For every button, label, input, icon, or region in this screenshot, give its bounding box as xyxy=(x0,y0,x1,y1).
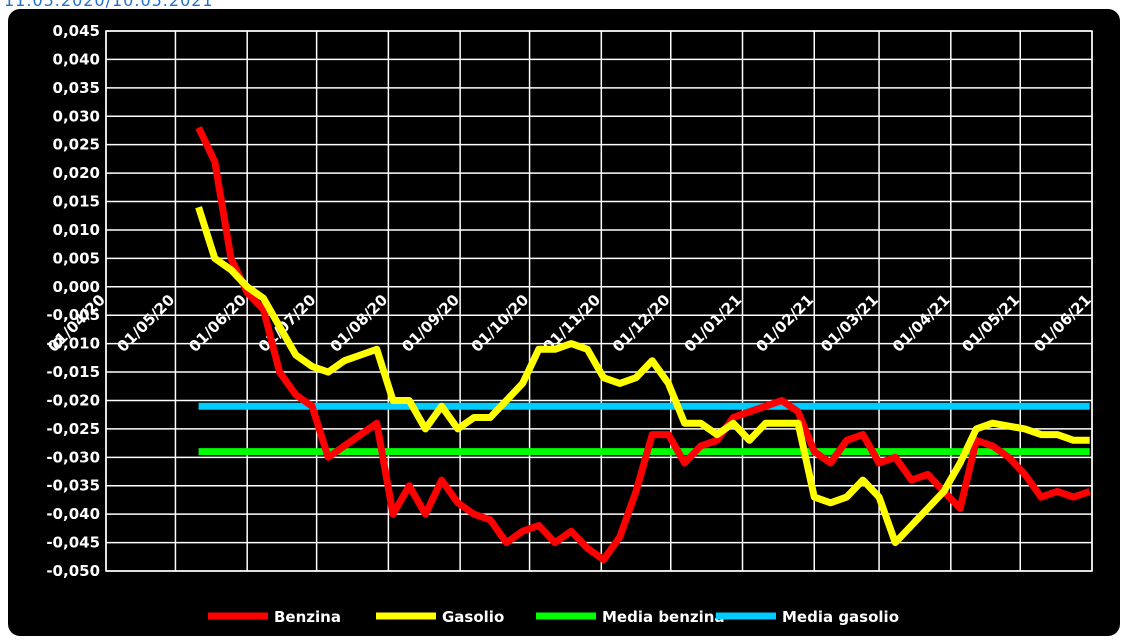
series-lines xyxy=(195,126,1091,564)
x-tick-label: 01/05/21 xyxy=(958,291,1023,356)
y-tick-label: 0,045 xyxy=(53,22,100,40)
y-tick-label: -0,050 xyxy=(46,562,100,580)
y-tick-label: 0,025 xyxy=(53,136,100,154)
x-tick-label: 01/08/20 xyxy=(326,291,391,356)
x-tick-label: 01/09/20 xyxy=(398,291,463,356)
y-tick-label: 0,030 xyxy=(53,107,100,125)
y-tick-label: 0,010 xyxy=(53,221,100,239)
y-tick-label: -0,010 xyxy=(46,335,100,353)
x-tick-label: 01/04/21 xyxy=(889,291,954,356)
y-tick-label: 0,005 xyxy=(53,249,100,267)
x-tick-label: 01/12/20 xyxy=(609,291,674,356)
y-tick-label: -0,045 xyxy=(46,534,100,552)
x-tick-label: 01/01/21 xyxy=(681,291,746,356)
y-tick-label: -0,015 xyxy=(46,363,100,381)
series-line-benzina xyxy=(195,126,1091,564)
chart-frame: 0,045 0,040 0,035 0,030 0,025 0,020 0,015 0,010… xyxy=(8,9,1120,636)
y-tick-label: -0,030 xyxy=(46,448,100,466)
y-axis-ticks: 0,045 0,040 0,035 0,030 0,025 0,020 0,015 0,010… xyxy=(46,22,100,580)
x-tick-label: 01/02/21 xyxy=(752,291,817,356)
y-tick-label: 0,000 xyxy=(53,278,100,296)
legend-label: Benzina xyxy=(274,608,341,626)
y-tick-label: 0,015 xyxy=(53,193,100,211)
y-tick-label: -0,040 xyxy=(46,505,100,523)
legend-label: Media benzina xyxy=(602,608,725,626)
date-range-label: 11.05.2020/10.05.2021 xyxy=(4,0,214,10)
series-line-gasolio xyxy=(195,206,1090,547)
x-tick-label: 01/10/20 xyxy=(468,291,533,356)
y-tick-label: 0,020 xyxy=(53,164,100,182)
y-tick-label: 0,040 xyxy=(53,50,100,68)
x-tick-label: 01/06/20 xyxy=(185,291,250,356)
y-tick-label: -0,020 xyxy=(46,391,100,409)
legend: Benzina Gasolio Media benzina Media gasolio xyxy=(208,608,899,626)
gridlines xyxy=(105,30,1093,572)
y-tick-label: 0,035 xyxy=(53,79,100,97)
legend-label: Media gasolio xyxy=(782,608,899,626)
x-tick-label: 01/06/21 xyxy=(1030,291,1095,356)
x-tick-label: 01/05/20 xyxy=(113,291,178,356)
legend-label: Gasolio xyxy=(442,608,504,626)
y-tick-label: -0,025 xyxy=(46,420,100,438)
y-tick-label: -0,005 xyxy=(46,306,100,324)
line-chart: 0,045 0,040 0,035 0,030 0,025 0,020 0,015 0,010… xyxy=(44,22,1095,626)
plot-border xyxy=(105,30,1093,572)
y-tick-label: -0,035 xyxy=(46,477,100,495)
x-tick-label: 01/03/21 xyxy=(817,291,882,356)
